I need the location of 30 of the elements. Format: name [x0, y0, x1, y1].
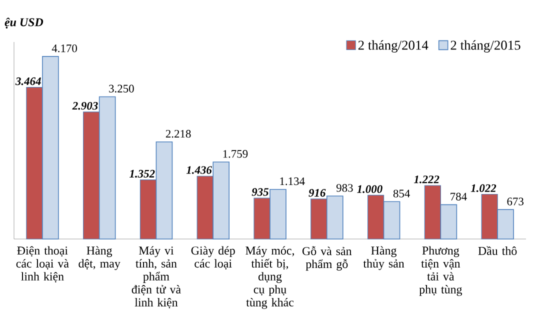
data-label: 2.903: [72, 102, 98, 110]
data-label: 983: [336, 184, 353, 192]
legend-label: 2 tháng/2015: [450, 40, 520, 53]
data-label: 1.436: [186, 166, 212, 174]
data-label: 1.000: [357, 185, 382, 194]
x-tick-label: Hàng thủy sản: [363, 246, 404, 270]
data-label: 1.022: [470, 184, 496, 192]
data-label: 3.250: [109, 84, 134, 93]
data-label: 673: [507, 198, 524, 206]
x-tick-label: Giày dép các loại: [191, 246, 235, 270]
x-tick-label: Điện thoại các loại và linh kiện: [16, 246, 69, 282]
x-tick-label: Máy móc, thiết bị, dụng cụ phụ tùng khác: [246, 246, 294, 309]
data-label: 1.134: [280, 177, 305, 186]
data-label: 2.218: [166, 130, 191, 138]
x-tick-label: Hàng dệt, may: [78, 246, 120, 270]
data-label: 1.759: [223, 150, 248, 158]
y-axis-title: ệu USD: [4, 18, 44, 28]
x-tick-label: Máy vi tính, sản phẩm điện tử và linh kiện: [132, 246, 181, 308]
data-label: 1.222: [414, 176, 440, 184]
data-label: 4.170: [52, 44, 77, 52]
x-tick-label: Dầu thô: [478, 246, 517, 255]
data-label: 854: [393, 190, 410, 198]
legend-label: 2 tháng/2014: [358, 40, 428, 53]
data-label: 1.352: [130, 170, 155, 178]
data-label: 3.464: [15, 77, 41, 86]
x-tick-label: Phương tiện vận tải và phụ tùng: [419, 246, 462, 296]
data-label: 935: [252, 188, 269, 196]
data-label: 916: [308, 189, 326, 197]
x-tick-label: Gỗ và sản phẩm gỗ: [302, 246, 352, 271]
data-label: 784: [450, 192, 467, 200]
